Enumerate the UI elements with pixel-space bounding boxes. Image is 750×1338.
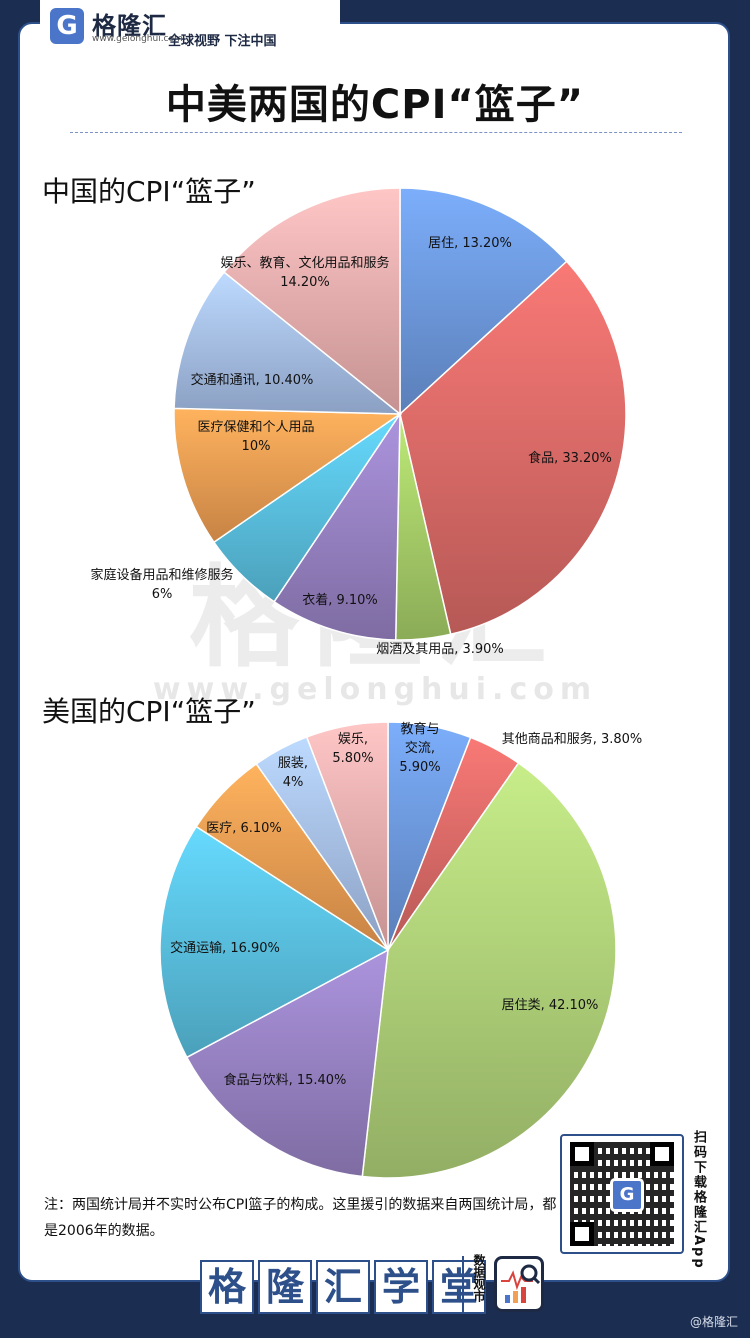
pie-slice xyxy=(399,260,627,636)
footer-char: 隆 xyxy=(258,1260,312,1314)
brand-name: 格隆汇 xyxy=(92,12,167,40)
pie-slice xyxy=(185,948,389,1178)
pie-slice xyxy=(399,187,568,416)
footer-subtitle: 数据观市 xyxy=(472,1254,486,1302)
footer-char: 堂 xyxy=(432,1260,486,1314)
slice-label: 娱乐, 5.80% xyxy=(332,732,373,766)
slice-label: 交通和通讯, 10.40% xyxy=(191,372,314,388)
slice-label: 娱乐、教育、文化用品和服务 14.20% xyxy=(220,255,389,290)
slice-label: 食品与饮料, 15.40% xyxy=(224,1072,347,1088)
qr-finder-top-right xyxy=(650,1142,674,1166)
chart-magnifier-icon xyxy=(494,1256,544,1312)
brand-url: www.gelonghui.com xyxy=(92,34,183,44)
footer-char: 汇 xyxy=(316,1260,370,1314)
slice-label: 家庭设备用品和维修服务 6% xyxy=(90,567,233,602)
us-chart-title: 美国的CPI“篮子” xyxy=(42,695,256,728)
slice-label: 交通运输, 16.90% xyxy=(170,940,280,956)
slice-label: 服装, 4% xyxy=(278,756,308,790)
page-title: 中美两国的CPI“篮子” xyxy=(165,82,585,128)
slice-label: 烟酒及其用品, 3.90% xyxy=(376,642,504,657)
footer-char: 学 xyxy=(374,1260,428,1314)
pie-slice xyxy=(173,271,403,415)
qr-caption: 扫码下载格隆汇App xyxy=(691,1130,706,1270)
qr-finder-top-left xyxy=(570,1142,594,1166)
footer-char: 格 xyxy=(200,1260,254,1314)
china-pie: 居住, 13.20% 食品, 33.20% 烟酒及其用品, 3.90% 衣着, 9.1… xyxy=(90,187,627,657)
pie-slice xyxy=(361,762,617,1179)
brand-header xyxy=(40,0,340,52)
pie-slice xyxy=(273,411,401,641)
china-chart-title: 中国的CPI“篮子” xyxy=(42,175,256,208)
slice-label: 食品, 33.20% xyxy=(528,450,612,466)
us-pie: 教育与交流, 5.90% 其他商品和服务, 3.80% 居住类, 42.10% 食品与饮… xyxy=(159,721,643,1179)
brand-logo-icon xyxy=(50,8,84,44)
pie-slice xyxy=(305,721,389,951)
credit-text: @格隆汇 xyxy=(689,1315,738,1329)
slice-label: 医疗, 6.10% xyxy=(206,821,282,836)
slice-label: 衣着, 9.10% xyxy=(302,592,378,608)
qr-finder-bottom-left xyxy=(570,1222,594,1246)
footer-divider xyxy=(462,1256,464,1314)
pie-slice xyxy=(173,407,403,544)
brand-slogan: 全球视野 下注中国 xyxy=(168,34,277,49)
slice-label: 教育与交流, 5.90% xyxy=(399,721,440,775)
qr-code[interactable]: G xyxy=(560,1134,684,1254)
watermark-url: www.gelonghui.com xyxy=(152,672,598,707)
slice-label: 居住, 13.20% xyxy=(428,236,512,251)
slice-label: 医疗保健和个人用品 10% xyxy=(197,420,314,454)
title-divider xyxy=(70,132,682,133)
slice-label: 其他商品和服务, 3.80% xyxy=(502,731,643,747)
footer-brand: 格 隆 汇 学 堂 xyxy=(200,1260,490,1318)
qr-logo-icon: G xyxy=(610,1178,644,1212)
slice-label: 居住类, 42.10% xyxy=(502,998,599,1013)
pie-slice xyxy=(159,825,390,1059)
footnote: 注：两国统计局并不实时公布CPI篮子的构成。这里援引的数据来自两国统计局，都是2… xyxy=(44,1197,557,1239)
pie-slice xyxy=(223,187,401,416)
